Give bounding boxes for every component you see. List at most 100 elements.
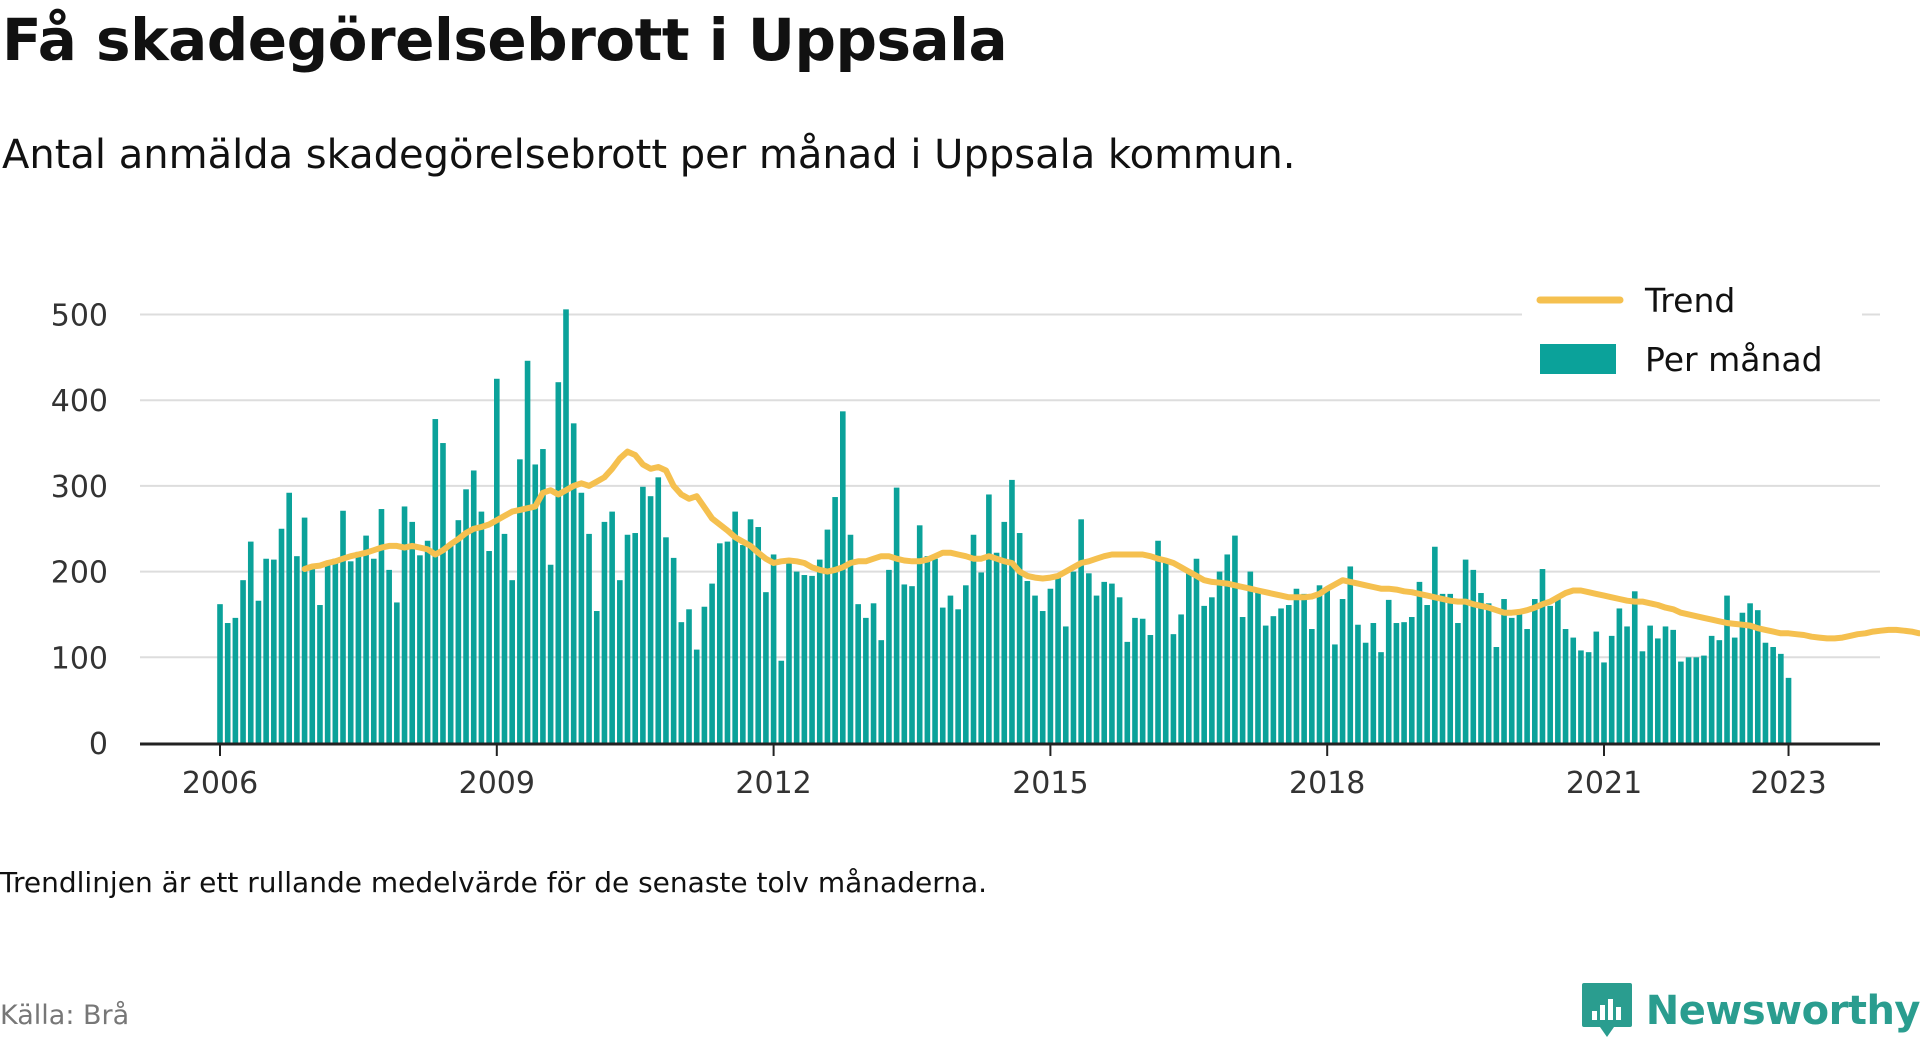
bar	[878, 640, 885, 743]
bar	[1578, 650, 1584, 743]
bar	[263, 558, 269, 743]
bar	[824, 529, 831, 743]
bar	[1639, 651, 1646, 743]
bar	[586, 533, 592, 743]
bar	[1462, 559, 1469, 743]
bar	[1209, 597, 1215, 743]
bar	[1424, 605, 1430, 743]
bar	[1647, 625, 1653, 743]
bar	[1278, 608, 1284, 743]
x-tick-label: 2015	[1012, 766, 1088, 801]
bar	[716, 543, 723, 743]
bar	[1155, 540, 1161, 743]
bar	[217, 604, 223, 743]
bar	[1539, 569, 1546, 743]
trend-line-group	[301, 448, 1920, 642]
bar	[1016, 533, 1023, 743]
bar	[786, 561, 792, 743]
bar	[1631, 591, 1638, 743]
bar	[563, 309, 569, 743]
bar	[355, 551, 362, 743]
bar	[640, 486, 646, 743]
bar	[447, 545, 454, 743]
bar	[470, 470, 477, 743]
bar	[1216, 571, 1223, 743]
bar	[1147, 635, 1154, 743]
bar	[517, 459, 523, 743]
bar	[347, 561, 354, 743]
bar	[570, 423, 577, 743]
brand-name: Newsworthy	[1645, 988, 1920, 1034]
bar	[1593, 631, 1600, 743]
bar	[932, 558, 938, 743]
bar	[863, 617, 869, 743]
bar	[340, 510, 346, 743]
bar	[978, 572, 984, 743]
bar	[1508, 617, 1515, 743]
bar	[732, 511, 738, 743]
bar	[409, 521, 416, 743]
bar	[1770, 647, 1776, 743]
bar	[924, 556, 931, 743]
bar	[1731, 637, 1738, 743]
bar	[1747, 603, 1753, 743]
bar	[255, 600, 262, 743]
bar	[1608, 635, 1615, 743]
bar	[886, 569, 892, 743]
bar	[1655, 638, 1661, 743]
bar	[1439, 593, 1446, 743]
bar	[240, 580, 246, 743]
bar	[332, 558, 339, 743]
bar	[709, 583, 715, 743]
bar	[232, 617, 239, 743]
bar	[1493, 647, 1500, 743]
x-tick-label: 2023	[1750, 766, 1826, 801]
bar	[1754, 610, 1761, 743]
bar	[655, 477, 662, 743]
bar	[670, 557, 677, 743]
y-tick-label: 100	[51, 641, 108, 676]
bar	[1124, 641, 1131, 743]
bar	[540, 449, 546, 743]
x-tick-label: 2018	[1289, 766, 1365, 801]
bar	[1047, 588, 1054, 743]
bar	[955, 609, 961, 743]
bar	[1501, 599, 1507, 743]
bar	[1247, 571, 1254, 743]
bar	[1132, 617, 1138, 743]
chart-title: Få skadegörelsebrott i Uppsala	[2, 6, 1008, 74]
bar	[1001, 521, 1008, 743]
bar	[1685, 657, 1692, 743]
bar	[1547, 605, 1553, 743]
bar	[1062, 626, 1069, 743]
bar	[1447, 593, 1454, 743]
bar	[778, 660, 785, 743]
bar	[601, 521, 608, 743]
bar	[286, 492, 292, 743]
bar	[1139, 618, 1146, 743]
monthly-bars	[217, 309, 1792, 743]
bar	[1170, 634, 1177, 743]
bar	[1616, 608, 1623, 743]
chart-subtitle: Antal anmälda skadegörelsebrott per måna…	[2, 132, 1296, 178]
bar	[555, 382, 562, 743]
bar	[1401, 622, 1407, 743]
bar	[1178, 614, 1184, 743]
bar	[701, 606, 708, 743]
x-tick-label: 2021	[1566, 766, 1642, 801]
bar	[832, 497, 838, 743]
bar	[893, 487, 900, 743]
bar	[1301, 593, 1307, 743]
bar	[663, 537, 669, 743]
bar	[1601, 662, 1607, 743]
bar	[1324, 590, 1330, 743]
bar	[294, 556, 300, 743]
bar	[1370, 623, 1377, 743]
bar	[916, 525, 923, 743]
bar	[1408, 617, 1415, 743]
bar	[309, 567, 316, 743]
bar	[624, 534, 631, 743]
bar	[1432, 546, 1438, 743]
bar	[370, 558, 377, 743]
bar	[1086, 573, 1092, 743]
